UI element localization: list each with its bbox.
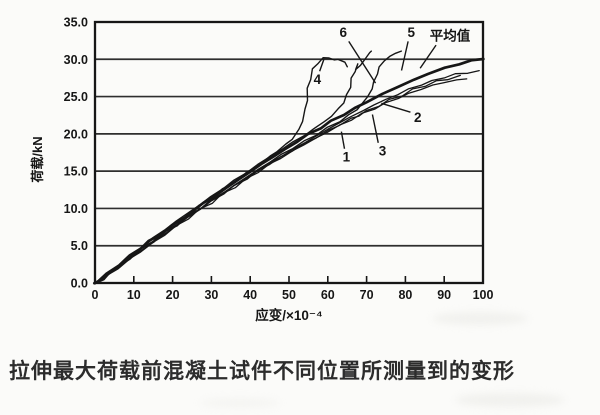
curve-label-4: 4 [314, 72, 322, 87]
series-line-1 [94, 78, 468, 285]
figure-caption: 拉伸最大荷载前混凝土试件不同位置所测量到的变形 [9, 360, 515, 383]
curve-leader-平均值 [419, 44, 437, 69]
curve-label-5: 5 [407, 25, 415, 40]
curve-label-6: 6 [340, 25, 348, 40]
y-tick-label-35.0: 35.0 [64, 16, 88, 30]
series-line-6 [94, 50, 372, 285]
x-tick-label-90: 90 [437, 288, 451, 302]
y-tick-label-25.0: 25.0 [64, 90, 88, 104]
x-tick-label-20: 20 [166, 288, 180, 302]
series-line-2 [95, 69, 480, 283]
y-tick-label-5.0: 5.0 [71, 239, 88, 253]
scan-artifact [200, 398, 280, 408]
curve-leader-5 [400, 41, 409, 71]
x-tick-label-80: 80 [398, 288, 412, 302]
x-tick-label-70: 70 [360, 288, 374, 302]
x-tick-label-100: 100 [473, 288, 494, 302]
x-tick-label-40: 40 [243, 288, 257, 302]
curve-leader-3 [371, 114, 379, 143]
scan-artifact [432, 312, 528, 325]
x-tick-label-50: 50 [282, 288, 296, 302]
x-axis-title: 应变/×10⁻⁴ [255, 307, 322, 323]
y-tick-label-0.0: 0.0 [71, 277, 88, 291]
curve-label-2: 2 [414, 110, 422, 125]
x-tick-label-0: 0 [92, 288, 99, 302]
series-line-3 [93, 74, 461, 284]
load-strain-chart: 0 10 20 30 40 50 60 70 80 90 100 0.0 5.0 10.0 15.0 20.0… [30, 16, 494, 324]
curve-leader-4 [318, 59, 325, 72]
curve-leader-1 [340, 131, 346, 149]
curve-label-平均值: 平均值 [430, 28, 471, 44]
x-tick-label-10: 10 [127, 288, 141, 302]
y-tick-label-10.0: 10.0 [64, 202, 88, 216]
y-tick-label-30.0: 30.0 [64, 53, 88, 67]
scan-artifact [455, 393, 565, 407]
curve-leader-2 [381, 102, 411, 113]
x-tick-label-60: 60 [321, 288, 335, 302]
series-line-平均值 [92, 57, 485, 285]
series-line-5 [95, 50, 402, 283]
curve-label-1: 1 [343, 149, 351, 164]
y-tick-label-20.0: 20.0 [64, 127, 88, 141]
x-tick-label-30: 30 [204, 288, 218, 302]
y-tick-label-15.0: 15.0 [64, 165, 88, 179]
curve-label-3: 3 [379, 144, 387, 159]
curve-leader-6 [348, 41, 377, 84]
y-axis-title: 荷载/kN [30, 136, 45, 183]
